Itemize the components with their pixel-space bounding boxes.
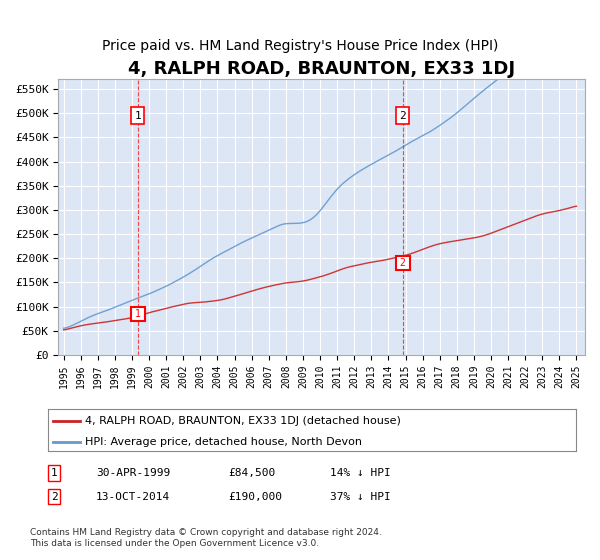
Text: 1: 1 (50, 468, 58, 478)
Text: 4, RALPH ROAD, BRAUNTON, EX33 1DJ (detached house): 4, RALPH ROAD, BRAUNTON, EX33 1DJ (detac… (85, 417, 401, 426)
Text: 1: 1 (135, 309, 140, 319)
Text: 1: 1 (134, 111, 141, 120)
Text: 14% ↓ HPI: 14% ↓ HPI (330, 468, 391, 478)
Text: 30-APR-1999: 30-APR-1999 (96, 468, 170, 478)
Text: £84,500: £84,500 (228, 468, 275, 478)
Text: 2: 2 (50, 492, 58, 502)
Text: 2: 2 (399, 111, 406, 120)
Text: Price paid vs. HM Land Registry's House Price Index (HPI): Price paid vs. HM Land Registry's House … (102, 39, 498, 53)
Title: 4, RALPH ROAD, BRAUNTON, EX33 1DJ: 4, RALPH ROAD, BRAUNTON, EX33 1DJ (128, 60, 515, 78)
Text: 13-OCT-2014: 13-OCT-2014 (96, 492, 170, 502)
Text: HPI: Average price, detached house, North Devon: HPI: Average price, detached house, Nort… (85, 437, 362, 447)
Text: £190,000: £190,000 (228, 492, 282, 502)
Text: 37% ↓ HPI: 37% ↓ HPI (330, 492, 391, 502)
Text: Contains HM Land Registry data © Crown copyright and database right 2024.
This d: Contains HM Land Registry data © Crown c… (30, 528, 382, 548)
Text: 2: 2 (400, 258, 406, 268)
